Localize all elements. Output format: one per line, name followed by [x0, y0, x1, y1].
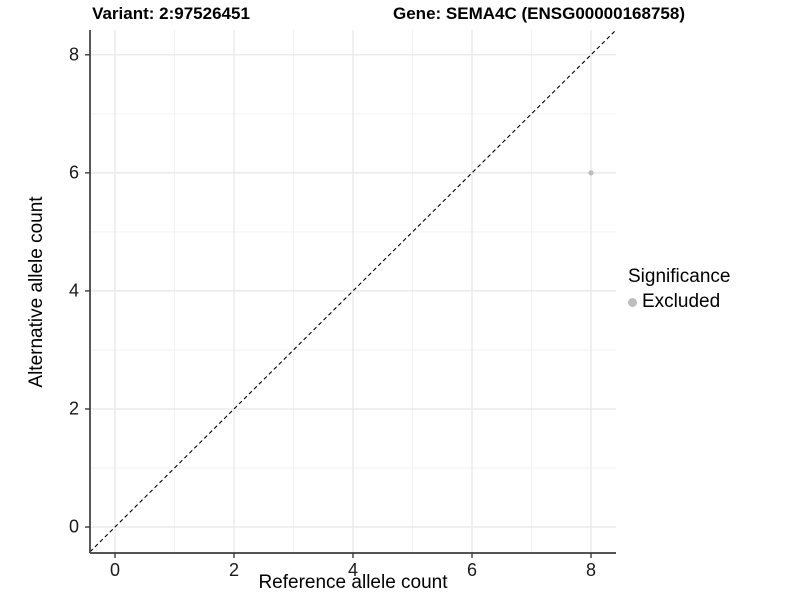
y-tick-label: 8: [68, 44, 79, 65]
legend-marker-circle-icon: [628, 297, 637, 307]
x-tick-label: 0: [109, 560, 120, 580]
y-tick-label: 2: [68, 398, 79, 419]
legend: Significance Excluded: [628, 266, 730, 313]
y-tick-label: 0: [68, 516, 79, 537]
x-tick-label: 2: [228, 560, 239, 580]
x-tick-label: 4: [347, 560, 359, 580]
y-tick-label: 4: [68, 280, 79, 301]
data-point: [588, 170, 594, 176]
y-tick-label: 6: [68, 162, 79, 183]
identity-dashed-line: [89, 29, 617, 553]
plot-title-variant: Variant: 2:97526451: [92, 4, 250, 23]
x-axis-label: Reference allele count: [258, 572, 448, 593]
legend-item-label: Excluded: [642, 291, 721, 312]
legend-item-excluded: Excluded: [628, 291, 730, 313]
plot-title-gene: Gene: SEMA4C (ENSG00000168758): [393, 4, 685, 23]
legend-title: Significance: [628, 266, 731, 287]
x-tick-label: 6: [466, 560, 478, 580]
y-axis-label: Alternative allele count: [26, 196, 47, 388]
x-tick-label: 8: [585, 560, 597, 580]
